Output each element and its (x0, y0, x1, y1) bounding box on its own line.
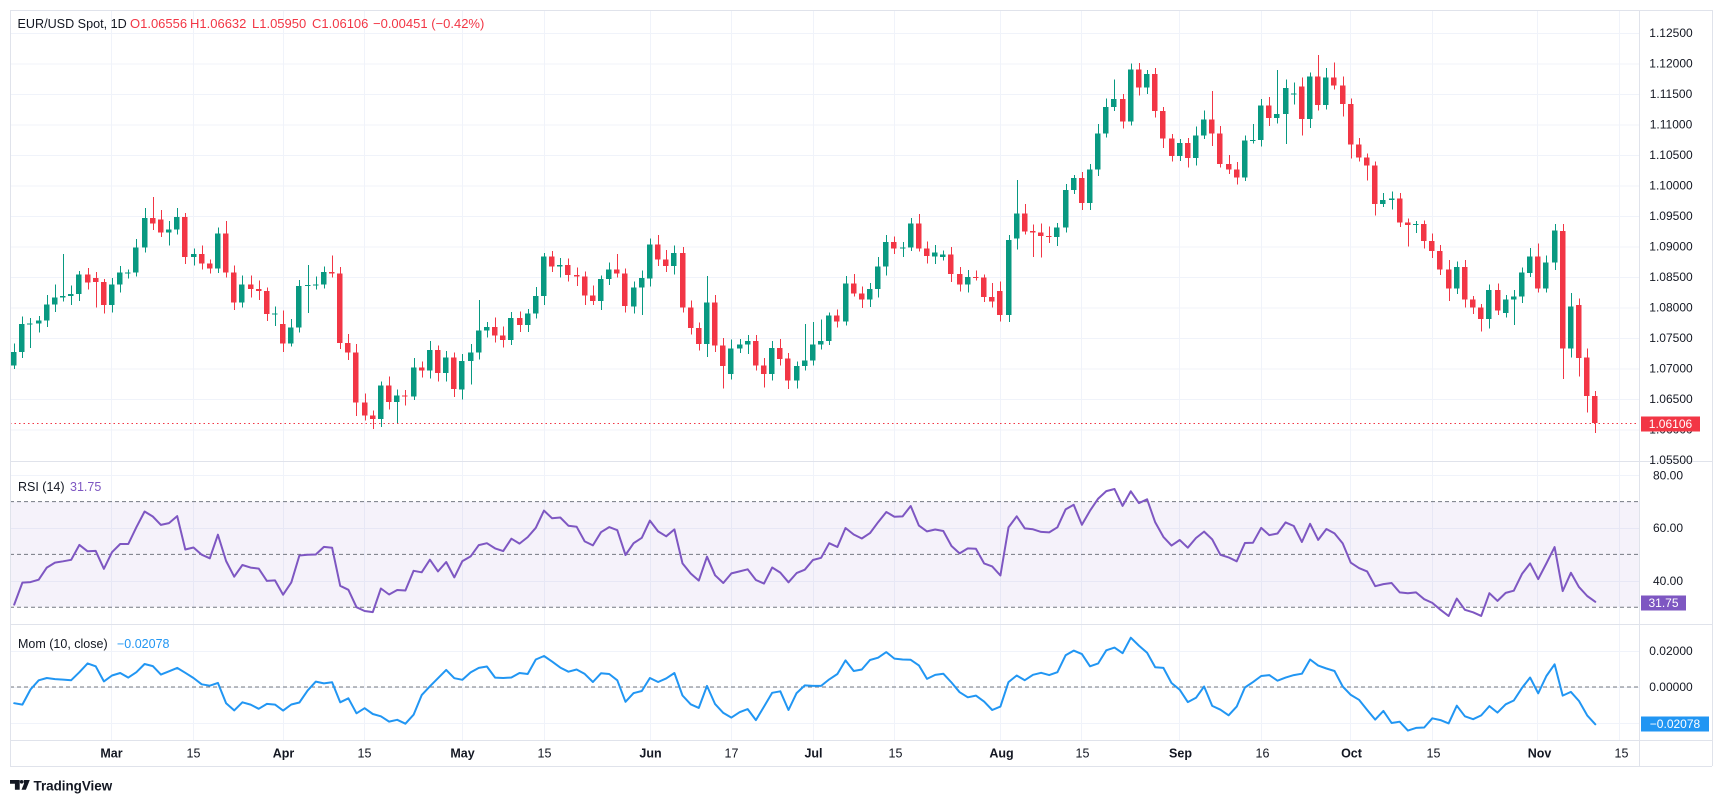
svg-text:H1.06632: H1.06632 (190, 16, 246, 31)
svg-text:1.09500: 1.09500 (1649, 209, 1693, 223)
svg-text:15: 15 (538, 747, 552, 761)
svg-text:1.07500: 1.07500 (1649, 331, 1693, 345)
svg-text:1.05500: 1.05500 (1649, 453, 1693, 467)
svg-text:−0.02078: −0.02078 (117, 637, 170, 651)
svg-text:1.08500: 1.08500 (1649, 270, 1693, 284)
svg-text:15: 15 (358, 747, 372, 761)
svg-text:EUR/USD Spot, 1D: EUR/USD Spot, 1D (18, 17, 127, 31)
svg-text:15: 15 (889, 747, 903, 761)
svg-text:17: 17 (725, 747, 739, 761)
svg-text:May: May (450, 747, 474, 761)
svg-text:60.00: 60.00 (1653, 521, 1683, 535)
svg-text:1.06106: 1.06106 (1649, 417, 1693, 431)
svg-text:1.10500: 1.10500 (1649, 148, 1693, 162)
svg-text:1.09000: 1.09000 (1649, 240, 1693, 254)
svg-text:1.12000: 1.12000 (1649, 57, 1693, 71)
svg-text:1.10000: 1.10000 (1649, 179, 1693, 193)
svg-text:15: 15 (1076, 747, 1090, 761)
svg-text:Sep: Sep (1169, 747, 1192, 761)
svg-text:80.00: 80.00 (1653, 468, 1683, 482)
svg-text:C1.06106: C1.06106 (312, 16, 368, 31)
svg-text:Mar: Mar (100, 747, 122, 761)
svg-text:L1.05950: L1.05950 (252, 16, 306, 31)
svg-text:1.07000: 1.07000 (1649, 362, 1693, 376)
svg-text:1.08000: 1.08000 (1649, 301, 1693, 315)
svg-text:Apr: Apr (273, 747, 295, 761)
svg-text:Aug: Aug (989, 747, 1013, 761)
svg-text:RSI (14): RSI (14) (18, 480, 65, 494)
svg-text:1.11000: 1.11000 (1650, 118, 1693, 132)
svg-text:1.11500: 1.11500 (1650, 87, 1693, 101)
svg-text:Mom (10, close): Mom (10, close) (18, 637, 108, 651)
svg-text:31.75: 31.75 (1648, 596, 1678, 610)
svg-text:15: 15 (187, 747, 201, 761)
svg-text:15: 15 (1615, 747, 1629, 761)
svg-text:16: 16 (1256, 747, 1270, 761)
svg-text:Oct: Oct (1341, 747, 1363, 761)
svg-text:TradingView: TradingView (34, 778, 113, 793)
svg-text:O1.06556: O1.06556 (130, 16, 187, 31)
svg-text:0.02000: 0.02000 (1649, 644, 1693, 658)
svg-text:−0.02078: −0.02078 (1650, 717, 1701, 731)
svg-text:31.75: 31.75 (70, 480, 101, 494)
svg-text:Jul: Jul (804, 747, 822, 761)
svg-text:Nov: Nov (1528, 747, 1552, 761)
svg-text:0.00000: 0.00000 (1649, 680, 1693, 694)
svg-text:40.00: 40.00 (1653, 574, 1683, 588)
svg-text:Jun: Jun (639, 747, 661, 761)
svg-text:15: 15 (1427, 747, 1441, 761)
svg-text:−0.00451 (−0.42%): −0.00451 (−0.42%) (373, 16, 484, 31)
svg-text:1.12500: 1.12500 (1649, 26, 1693, 40)
svg-text:1.06500: 1.06500 (1649, 392, 1693, 406)
